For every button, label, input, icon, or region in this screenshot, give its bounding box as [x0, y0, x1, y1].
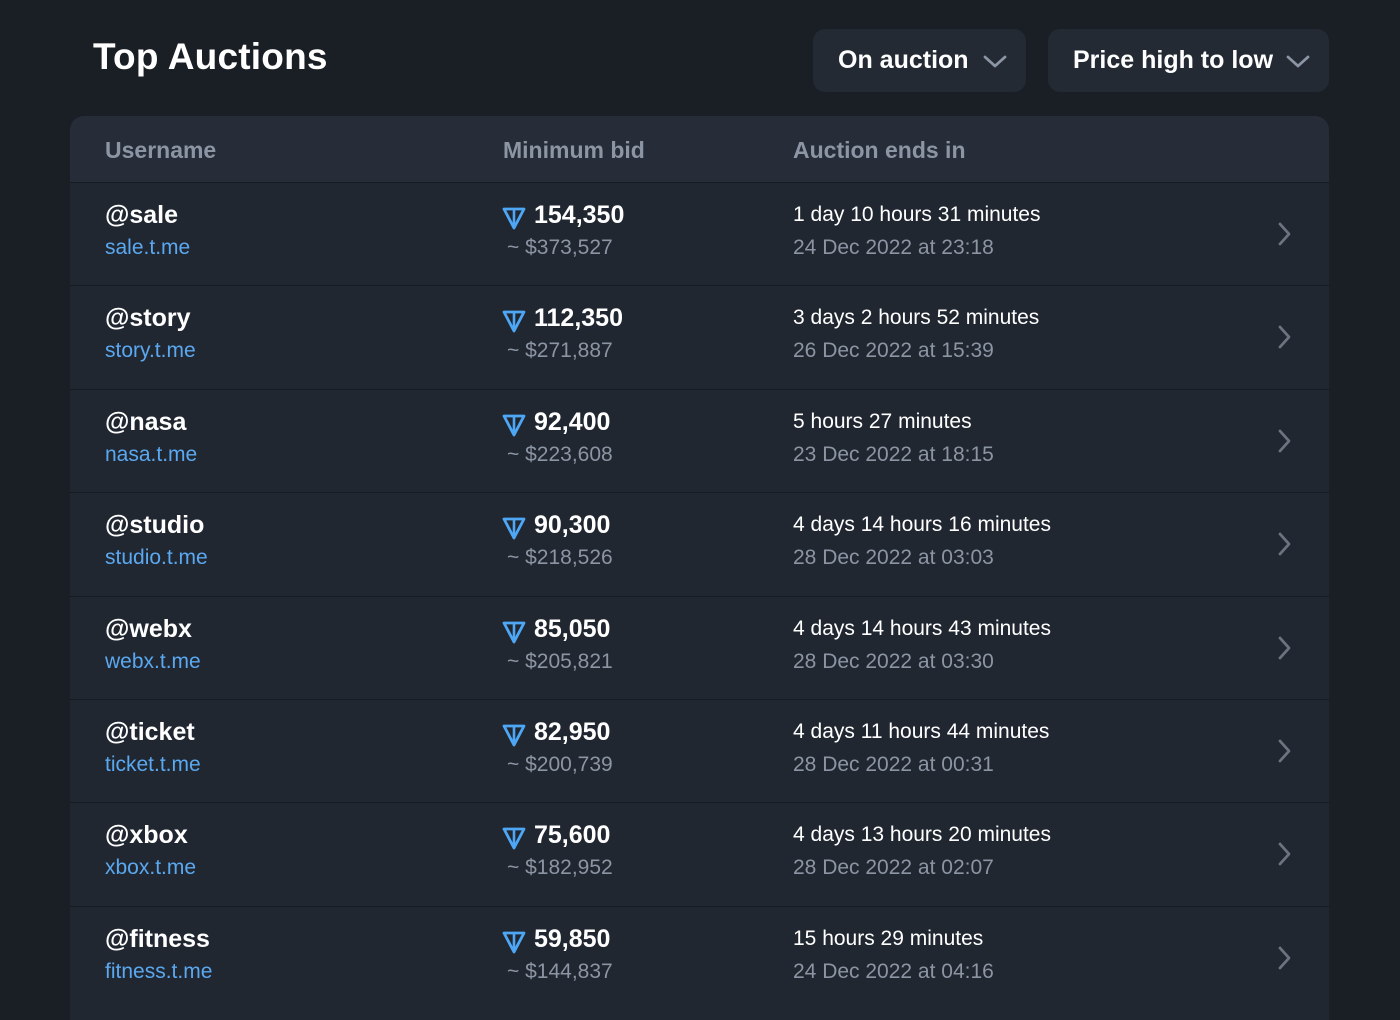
page-title: Top Auctions — [93, 36, 328, 77]
table-row[interactable]: @fitness fitness.t.me 59,850 ~ $144,837 … — [70, 905, 1329, 1009]
chevron-down-icon — [1286, 55, 1310, 68]
column-header-username[interactable]: Username — [105, 137, 217, 163]
row-usd-value: ~ $223,608 — [507, 442, 613, 466]
column-header-min-bid[interactable]: Minimum bid — [503, 137, 645, 163]
row-min-bid: 154,350 — [534, 201, 625, 229]
row-end-date: 28 Dec 2022 at 00:31 — [793, 753, 994, 776]
row-link[interactable]: nasa.t.me — [105, 442, 198, 466]
row-end-date: 26 Dec 2022 at 15:39 — [793, 339, 994, 363]
row-link[interactable]: xbox.t.me — [105, 856, 197, 880]
column-header-ends-in[interactable]: Auction ends in — [793, 137, 966, 163]
row-ends-in: 4 days 11 hours 44 minutes — [793, 720, 1050, 743]
ton-diamond-icon — [502, 724, 526, 747]
table-header: Username Minimum bid Auction ends in — [70, 116, 1329, 182]
row-ends-in: 4 days 13 hours 20 minutes — [793, 823, 1051, 847]
row-link[interactable]: studio.t.me — [105, 546, 208, 570]
status-filter-label: On auction — [838, 46, 969, 74]
row-min-bid: 90,300 — [534, 511, 611, 540]
row-link[interactable]: story.t.me — [105, 339, 196, 363]
sort-order-dropdown[interactable]: Price high to low — [1048, 29, 1329, 92]
table-row[interactable]: @xbox xbox.t.me 75,600 ~ $182,952 4 days… — [70, 802, 1329, 905]
table-row[interactable]: @webx webx.t.me 85,050 ~ $205,821 4 days… — [70, 595, 1329, 699]
chevron-right-icon — [1278, 532, 1291, 556]
row-username: @sale — [105, 201, 179, 229]
chevron-right-icon — [1278, 739, 1291, 763]
row-usd-value: ~ $182,952 — [507, 856, 613, 880]
row-username: @nasa — [105, 407, 187, 436]
ton-diamond-icon — [502, 621, 526, 643]
row-link[interactable]: ticket.t.me — [105, 753, 201, 776]
row-end-date: 28 Dec 2022 at 03:03 — [793, 546, 994, 570]
row-usd-value: ~ $271,887 — [507, 339, 613, 363]
row-ends-in: 15 hours 29 minutes — [793, 926, 984, 950]
chevron-right-icon — [1278, 636, 1291, 659]
row-username: @ticket — [105, 718, 195, 746]
row-ends-in: 4 days 14 hours 43 minutes — [793, 616, 1051, 640]
row-username: @fitness — [105, 924, 210, 953]
row-min-bid: 85,050 — [534, 614, 611, 643]
chevron-down-icon — [983, 55, 1007, 68]
row-min-bid: 82,950 — [534, 718, 611, 746]
row-usd-value: ~ $205,821 — [507, 649, 613, 673]
table-row[interactable]: @ticket ticket.t.me 82,950 ~ $200,739 4 … — [70, 699, 1329, 802]
row-end-date: 24 Dec 2022 at 23:18 — [793, 236, 994, 259]
row-end-date: 24 Dec 2022 at 04:16 — [793, 959, 994, 983]
chevron-right-icon — [1278, 222, 1291, 246]
row-min-bid: 92,400 — [534, 407, 611, 436]
ton-diamond-icon — [502, 827, 526, 850]
table-row[interactable]: @studio studio.t.me 90,300 ~ $218,526 4 … — [70, 492, 1329, 595]
chevron-right-icon — [1278, 946, 1291, 970]
row-usd-value: ~ $200,739 — [507, 753, 613, 776]
auctions-table: Username Minimum bid Auction ends in @sa… — [70, 116, 1329, 1020]
row-min-bid: 112,350 — [534, 304, 623, 333]
row-link[interactable]: sale.t.me — [105, 236, 191, 259]
chevron-right-icon — [1278, 325, 1291, 349]
row-end-date: 23 Dec 2022 at 18:15 — [793, 442, 994, 466]
table-row[interactable]: @sale sale.t.me 154,350 ~ $373,527 1 day… — [70, 182, 1329, 285]
row-ends-in: 4 days 14 hours 16 minutes — [793, 513, 1051, 537]
row-username: @studio — [105, 511, 205, 540]
row-min-bid: 75,600 — [534, 821, 611, 850]
ton-diamond-icon — [502, 310, 526, 333]
row-ends-in: 5 hours 27 minutes — [793, 409, 972, 433]
table-row[interactable]: @story story.t.me 112,350 ~ $271,887 3 d… — [70, 285, 1329, 388]
row-usd-value: ~ $373,527 — [507, 236, 613, 259]
chevron-right-icon — [1278, 842, 1291, 866]
sort-order-label: Price high to low — [1073, 46, 1274, 74]
row-link[interactable]: fitness.t.me — [105, 959, 213, 983]
row-usd-value: ~ $218,526 — [507, 546, 613, 570]
row-username: @xbox — [105, 821, 188, 850]
ton-diamond-icon — [502, 931, 526, 954]
ton-diamond-icon — [502, 207, 526, 230]
table-row[interactable]: @nasa nasa.t.me 92,400 ~ $223,608 5 hour… — [70, 388, 1329, 492]
row-end-date: 28 Dec 2022 at 02:07 — [793, 856, 994, 880]
status-filter-dropdown[interactable]: On auction — [813, 29, 1026, 92]
ton-diamond-icon — [502, 517, 526, 540]
row-ends-in: 3 days 2 hours 52 minutes — [793, 306, 1040, 330]
row-min-bid: 59,850 — [534, 924, 611, 953]
row-end-date: 28 Dec 2022 at 03:30 — [793, 649, 994, 673]
chevron-right-icon — [1278, 429, 1291, 453]
row-username: @webx — [105, 614, 192, 643]
row-username: @story — [105, 304, 191, 333]
row-ends-in: 1 day 10 hours 31 minutes — [793, 203, 1041, 226]
row-usd-value: ~ $144,837 — [507, 959, 613, 983]
ton-diamond-icon — [502, 414, 526, 437]
row-link[interactable]: webx.t.me — [105, 649, 201, 673]
